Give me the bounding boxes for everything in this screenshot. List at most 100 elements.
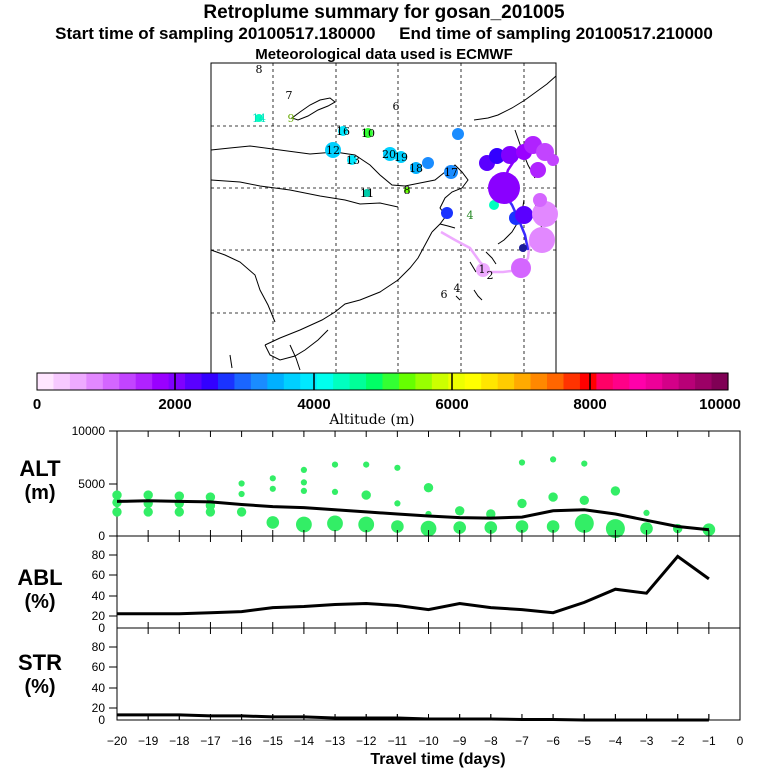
x-tick-label: −6 bbox=[546, 734, 560, 748]
map-label: 8 bbox=[404, 184, 411, 197]
x-tick-label: −13 bbox=[325, 734, 346, 748]
plot-title: Retroplume summary for gosan_201005 bbox=[203, 2, 565, 23]
alt-scatter-point bbox=[391, 520, 404, 533]
colorbar-swatch bbox=[168, 373, 186, 390]
colorbar-swatch bbox=[481, 373, 499, 390]
alt-scatter-point bbox=[640, 522, 653, 535]
x-tick-label: −3 bbox=[640, 734, 654, 748]
x-tick-label: −7 bbox=[515, 734, 529, 748]
colorbar-swatch bbox=[711, 373, 729, 390]
alt-scatter-point bbox=[605, 519, 625, 539]
x-tick-label: −20 bbox=[107, 734, 128, 748]
cluster-marker bbox=[383, 147, 397, 161]
x-tick-label: −11 bbox=[388, 734, 408, 748]
colorbar-swatch bbox=[234, 373, 252, 390]
abl-panel-frame bbox=[116, 535, 741, 629]
map-label: 20 bbox=[382, 148, 396, 161]
cluster-marker bbox=[404, 187, 410, 193]
cluster-marker bbox=[422, 157, 434, 169]
x-tick-label: −19 bbox=[138, 734, 159, 748]
colorbar-swatch bbox=[464, 373, 482, 390]
map-label: 8 bbox=[256, 63, 263, 76]
abl-ytick: 60 bbox=[92, 568, 106, 582]
colorbar-swatch bbox=[267, 373, 285, 390]
str-panel-frame bbox=[116, 627, 741, 721]
colorbar-swatch bbox=[316, 373, 334, 390]
alt-scatter-point bbox=[550, 456, 557, 463]
abl-ytick-marks bbox=[109, 554, 117, 617]
x-tick-label: −8 bbox=[484, 734, 498, 748]
map-label: 4 bbox=[454, 282, 461, 295]
cluster-marker bbox=[501, 146, 519, 164]
str-unit: (%) bbox=[24, 676, 55, 698]
alt-scatter-point bbox=[394, 464, 401, 471]
map-label: 19 bbox=[394, 151, 408, 164]
cluster-marker bbox=[533, 193, 547, 207]
alt-scatter-point bbox=[269, 475, 276, 482]
colorbar-swatch bbox=[645, 373, 663, 390]
cluster-marker bbox=[547, 154, 559, 166]
colorbar-swatch bbox=[497, 373, 515, 390]
cluster-marker bbox=[255, 114, 263, 122]
cluster-marker bbox=[452, 128, 464, 140]
colorbar-tick: 4000 bbox=[297, 396, 330, 413]
colorbar-tick: 8000 bbox=[573, 396, 606, 413]
cluster-marker bbox=[347, 155, 357, 165]
x-tick-label: −15 bbox=[263, 734, 284, 748]
str-label: STR bbox=[18, 650, 62, 675]
map-label: 18 bbox=[409, 162, 423, 175]
colorbar-tick: 6000 bbox=[435, 396, 468, 413]
colorbar-swatch bbox=[695, 373, 713, 390]
colorbar-swatch bbox=[629, 373, 647, 390]
colorbar-swatch bbox=[612, 373, 630, 390]
alt-scatter-point bbox=[300, 487, 307, 494]
x-tick-label: −9 bbox=[453, 734, 467, 748]
alt-scatter-point bbox=[610, 486, 621, 496]
x-axis-ticks: −20 −19 −18 −17 −16 −15 −14 −13 −12 −11 −10 −9 −8 −7−… bbox=[107, 431, 744, 748]
alt-scatter-point bbox=[296, 516, 312, 533]
map-label: 6 bbox=[393, 100, 400, 113]
alt-scatter-point bbox=[174, 507, 184, 517]
colorbar-swatch bbox=[250, 373, 268, 390]
abl-unit: (%) bbox=[24, 591, 55, 613]
colorbar-swatch bbox=[53, 373, 71, 390]
colorbar-swatch bbox=[333, 373, 351, 390]
alt-scatter-point bbox=[484, 521, 498, 534]
map-label: 1 bbox=[479, 263, 486, 276]
alt-scatter-point bbox=[205, 492, 216, 502]
map-label: 6 bbox=[441, 288, 448, 301]
alt-scatter-point bbox=[112, 490, 122, 500]
cluster-marker bbox=[363, 189, 371, 197]
alt-ytick-marks bbox=[109, 430, 117, 537]
colorbar-frame bbox=[36, 372, 729, 391]
str-ytick-marks bbox=[109, 646, 117, 709]
colorbar-swatch bbox=[300, 373, 318, 390]
colorbar-swatch bbox=[102, 373, 120, 390]
cluster-marker bbox=[444, 165, 458, 179]
retroplume-map: 8 7 6 14 9 16 10 12 13 20 19 18 17 11 8 … bbox=[210, 62, 559, 374]
colorbar-swatch bbox=[678, 373, 696, 390]
map-label: 10 bbox=[361, 127, 375, 140]
colorbar-swatch bbox=[37, 373, 55, 390]
x-tick-label: 0 bbox=[737, 734, 744, 748]
colorbar-ticks: 0 2000 4000 6000 8000 10000 bbox=[33, 396, 741, 413]
alt-scatter-point bbox=[331, 488, 339, 495]
colorbar-swatch bbox=[431, 373, 449, 390]
colorbar-swatch bbox=[596, 373, 614, 390]
x-tick-label: −18 bbox=[169, 734, 190, 748]
colorbar-swatch bbox=[349, 373, 367, 390]
cluster-marker bbox=[325, 142, 341, 158]
alt-yticks: 10000 5000 0 bbox=[72, 424, 106, 543]
str-ytick: 60 bbox=[92, 660, 106, 674]
str-ytick: 20 bbox=[92, 701, 106, 715]
cluster-marker bbox=[519, 244, 527, 252]
cluster-marker bbox=[532, 201, 558, 227]
abl-yticks: 80 60 40 20 0 bbox=[92, 548, 106, 635]
cluster-marker bbox=[489, 148, 505, 164]
alt-scatter-point bbox=[266, 516, 280, 529]
sampling-times: Start time of sampling 20100517.180000 E… bbox=[55, 24, 713, 43]
colorbar-swatch bbox=[448, 373, 466, 390]
map-label: 9 bbox=[288, 112, 295, 125]
str-line bbox=[117, 713, 709, 722]
